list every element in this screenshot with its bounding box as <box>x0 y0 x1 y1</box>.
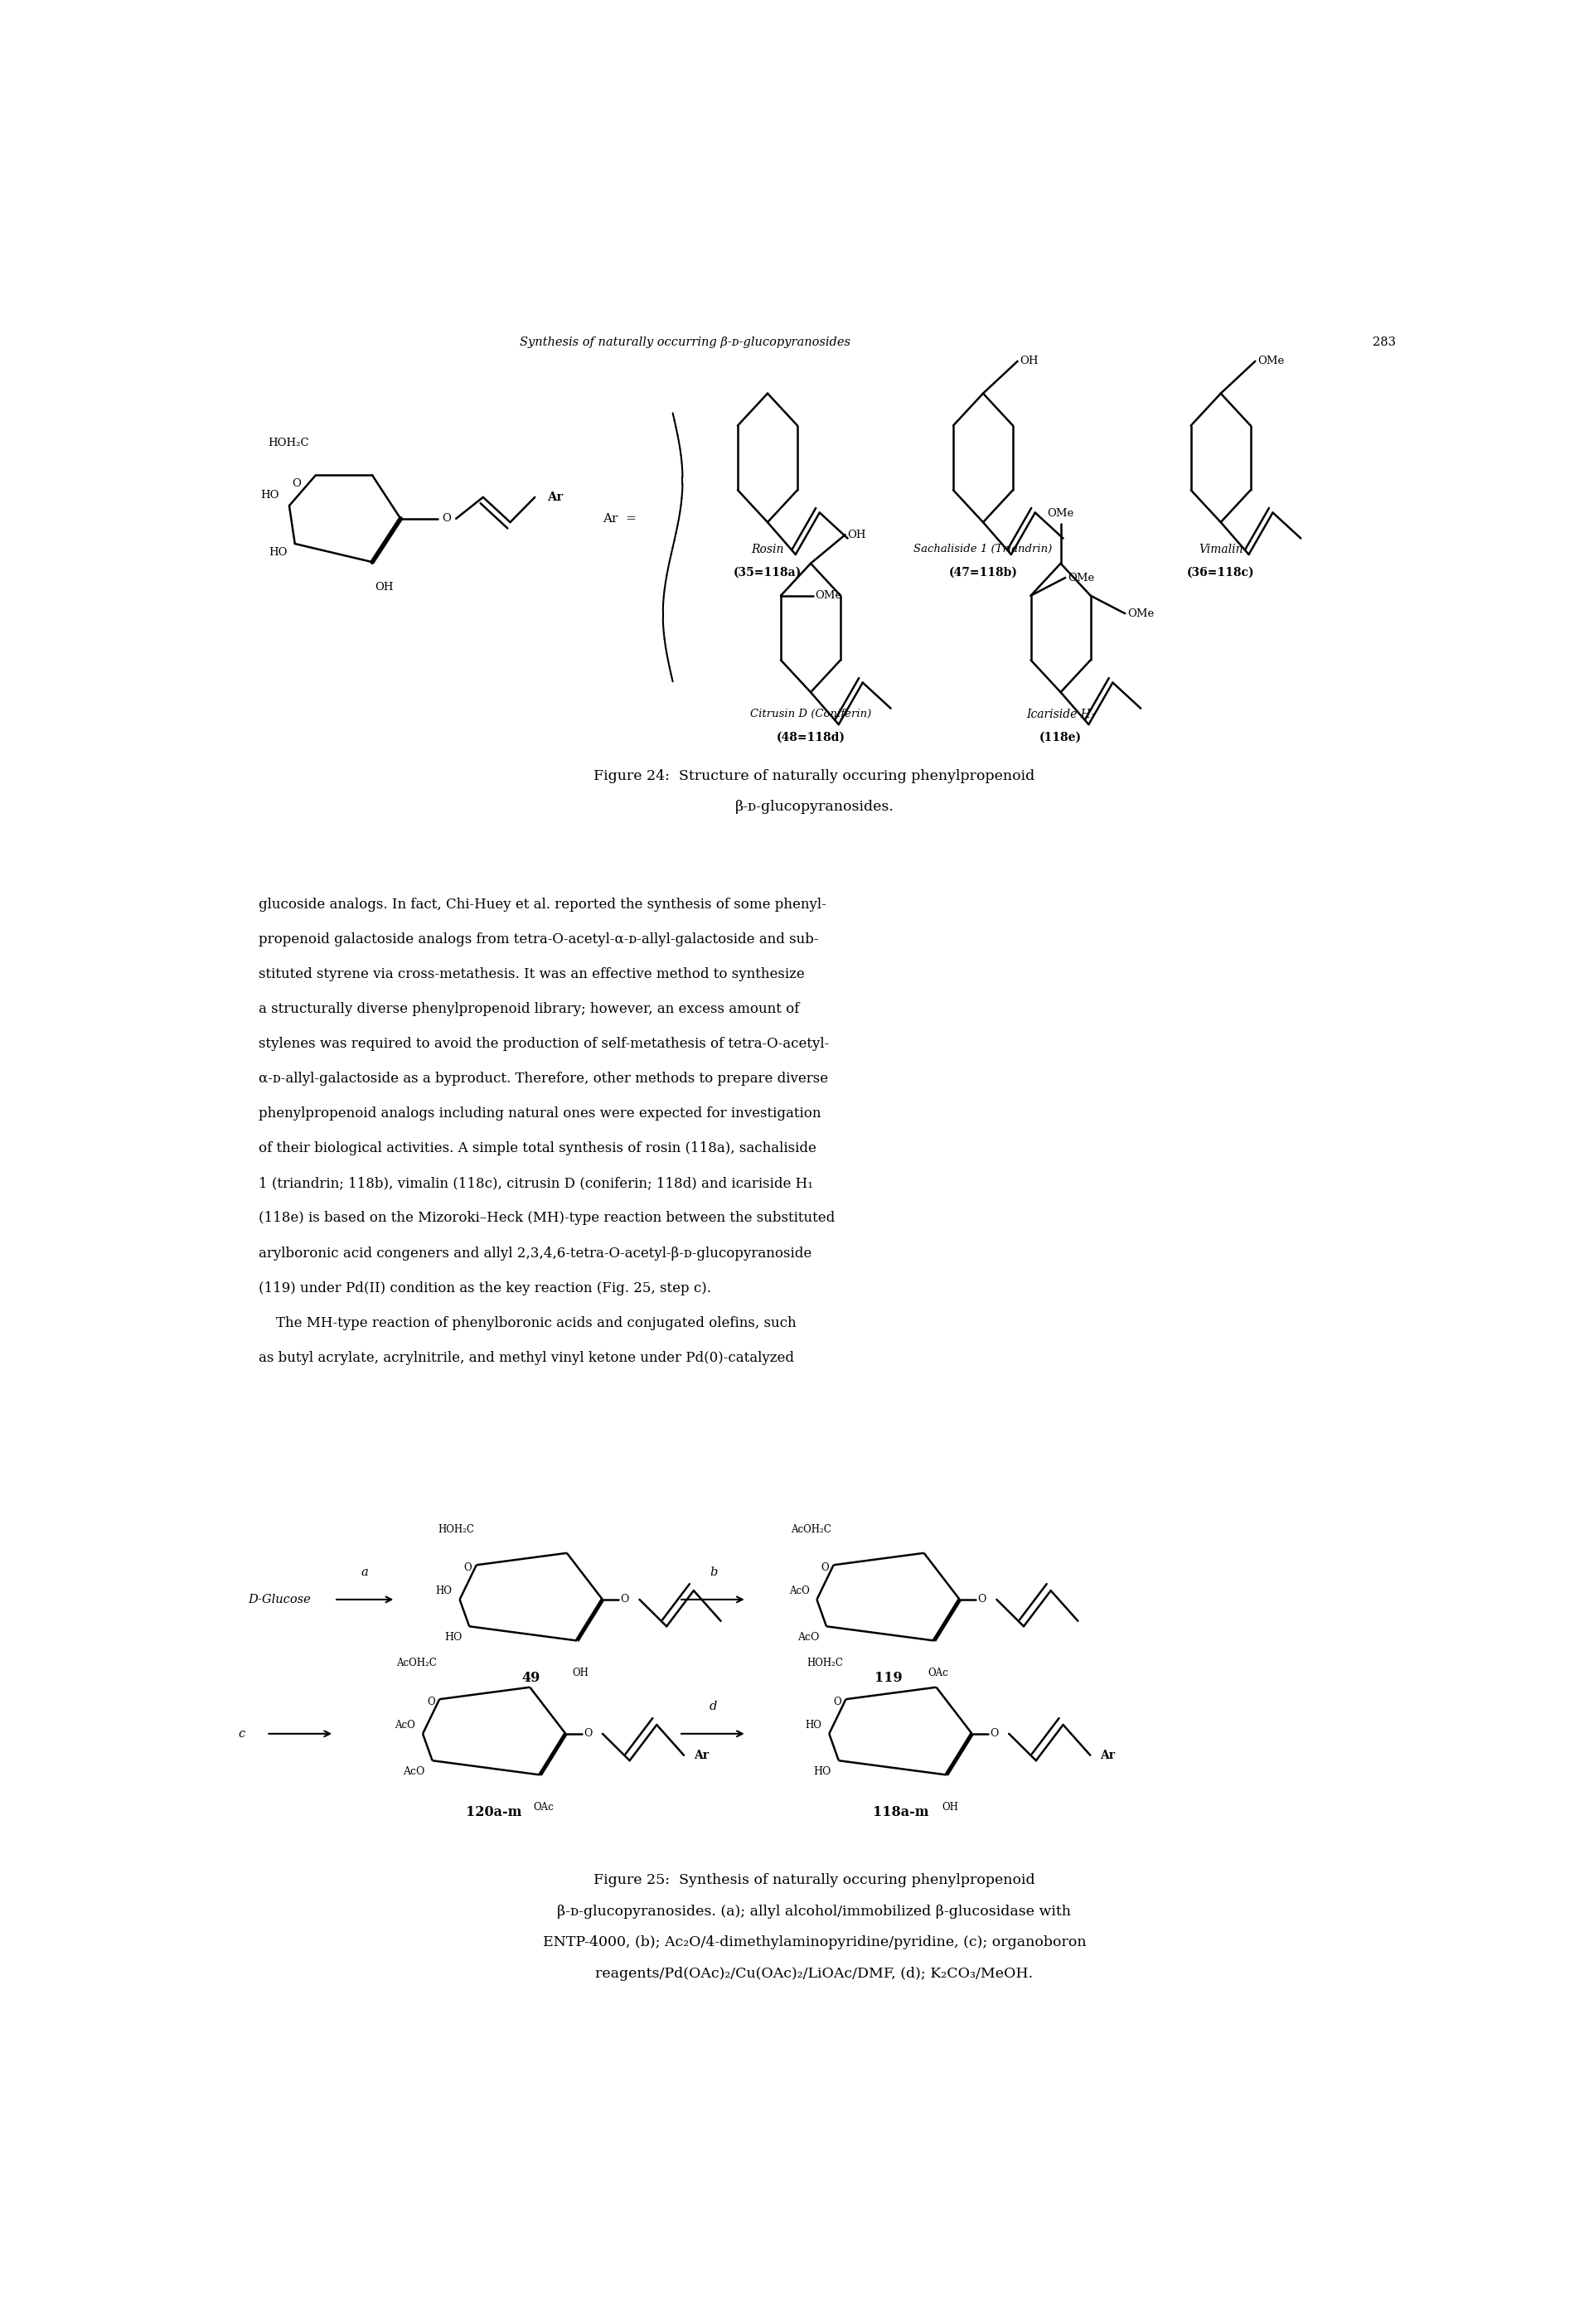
Text: D-Glucose: D-Glucose <box>248 1594 311 1606</box>
Text: HOH₂C: HOH₂C <box>269 437 310 449</box>
Text: stituted styrene via cross-metathesis. It was an effective method to synthesize: stituted styrene via cross-metathesis. I… <box>259 967 804 981</box>
Text: OH: OH <box>942 1801 958 1813</box>
Text: Ar: Ar <box>694 1750 709 1762</box>
Text: OMe: OMe <box>1068 572 1095 583</box>
Text: β-ᴅ-glucopyranosides.: β-ᴅ-glucopyranosides. <box>734 799 895 813</box>
Text: (36=118c): (36=118c) <box>1187 567 1255 579</box>
Text: propenoid galactoside analogs from tetra-Ο-acetyl-α-ᴅ-allyl-galactoside and sub-: propenoid galactoside analogs from tetra… <box>259 932 818 946</box>
Text: (48=118d): (48=118d) <box>777 732 845 744</box>
Text: glucoside analogs. In fact, Chi-Huey et al. reported the synthesis of some pheny: glucoside analogs. In fact, Chi-Huey et … <box>259 897 826 911</box>
Text: phenylpropenoid analogs including natural ones were expected for investigation: phenylpropenoid analogs including natura… <box>259 1106 822 1120</box>
Text: OH: OH <box>1020 356 1039 367</box>
Text: 119: 119 <box>874 1671 903 1685</box>
Text: HOH₂C: HOH₂C <box>807 1657 844 1669</box>
Text: of their biological activities. A simple total synthesis of rosin (118a), sachal: of their biological activities. A simple… <box>259 1141 817 1155</box>
Text: HO: HO <box>261 490 280 500</box>
Text: HOH₂C: HOH₂C <box>437 1525 474 1534</box>
Text: HO: HO <box>435 1585 453 1597</box>
Text: (118e): (118e) <box>1039 732 1082 744</box>
Text: O: O <box>464 1562 472 1573</box>
Text: 120a-m: 120a-m <box>466 1806 523 1820</box>
Text: O: O <box>822 1562 829 1573</box>
Text: OMe: OMe <box>1258 356 1284 367</box>
Text: O: O <box>292 479 300 488</box>
Text: AcO: AcO <box>798 1631 818 1643</box>
Text: O: O <box>442 514 451 523</box>
Text: stylenes was required to avoid the production of self-metathesis of tetra-Ο-acet: stylenes was required to avoid the produ… <box>259 1037 829 1050</box>
Text: ENTP-4000, (b); Ac₂O/4-dimethylaminopyridine/pyridine, (c); organoboron: ENTP-4000, (b); Ac₂O/4-dimethylaminopyri… <box>542 1936 1087 1950</box>
Text: Rosin: Rosin <box>752 544 783 555</box>
Text: b: b <box>710 1566 717 1578</box>
Text: 49: 49 <box>521 1671 540 1685</box>
Text: Ar: Ar <box>1100 1750 1115 1762</box>
Text: AcO: AcO <box>788 1585 809 1597</box>
Text: OAc: OAc <box>534 1801 555 1813</box>
Text: AcO: AcO <box>404 1766 424 1776</box>
Text: c: c <box>238 1729 245 1741</box>
Text: (119) under Pd(II) condition as the key reaction (Fig. 25, step c).: (119) under Pd(II) condition as the key … <box>259 1281 710 1294</box>
Text: O: O <box>620 1594 629 1606</box>
Text: a structurally diverse phenylpropenoid library; however, an excess amount of: a structurally diverse phenylpropenoid l… <box>259 1002 799 1016</box>
Text: a: a <box>361 1566 369 1578</box>
Text: OMe: OMe <box>1128 609 1154 618</box>
Text: α-ᴅ-allyl-galactoside as a byproduct. Therefore, other methods to prepare divers: α-ᴅ-allyl-galactoside as a byproduct. Th… <box>259 1071 828 1085</box>
Text: as butyl acrylate, acrylnitrile, and methyl vinyl ketone under Pd(0)-catalyzed: as butyl acrylate, acrylnitrile, and met… <box>259 1350 794 1364</box>
Text: Ar: Ar <box>547 490 563 502</box>
Text: OH: OH <box>847 530 866 539</box>
Text: O: O <box>583 1729 593 1738</box>
Text: AcO: AcO <box>394 1720 415 1729</box>
Text: OAc: OAc <box>928 1669 949 1678</box>
Text: 118a-m: 118a-m <box>872 1806 928 1820</box>
Text: (35=118a): (35=118a) <box>734 567 802 579</box>
Text: arylboronic acid congeners and allyl 2,3,4,6-tetra-Ο-acetyl-β-ᴅ-glucopyranoside: arylboronic acid congeners and allyl 2,3… <box>259 1246 812 1260</box>
Text: OMe: OMe <box>1047 509 1074 518</box>
Text: OH: OH <box>572 1669 590 1678</box>
Text: Icariside H₁: Icariside H₁ <box>1026 709 1095 720</box>
Text: (118e) is based on the Mizoroki–Heck (MH)-type reaction between the substituted: (118e) is based on the Mizoroki–Heck (MH… <box>259 1211 834 1225</box>
Text: HO: HO <box>445 1631 462 1643</box>
Text: O: O <box>834 1697 842 1708</box>
Text: O: O <box>427 1697 435 1708</box>
Text: d: d <box>710 1701 717 1713</box>
Text: HO: HO <box>814 1766 831 1776</box>
Text: AcOH₂C: AcOH₂C <box>791 1525 831 1534</box>
Text: β-ᴅ-glucopyranosides. (a); allyl alcohol/immobilized β-glucosidase with: β-ᴅ-glucopyranosides. (a); allyl alcohol… <box>558 1903 1071 1917</box>
Text: OH: OH <box>375 581 394 593</box>
Text: Figure 24:  Structure of naturally occuring phenylpropenoid: Figure 24: Structure of naturally occuri… <box>594 769 1034 783</box>
Text: (47=118b): (47=118b) <box>949 567 1017 579</box>
Text: Ar  =: Ar = <box>602 514 637 525</box>
Text: The MH-type reaction of phenylboronic acids and conjugated olefins, such: The MH-type reaction of phenylboronic ac… <box>259 1315 796 1329</box>
Text: HO: HO <box>806 1720 822 1729</box>
Text: 283: 283 <box>1373 337 1395 349</box>
Text: O: O <box>977 1594 987 1606</box>
Text: AcOH₂C: AcOH₂C <box>397 1657 437 1669</box>
Text: O: O <box>990 1729 998 1738</box>
Text: Sachaliside 1 (Triandrin): Sachaliside 1 (Triandrin) <box>914 544 1052 555</box>
Text: OMe: OMe <box>815 590 842 602</box>
Text: Vimalin: Vimalin <box>1198 544 1243 555</box>
Text: Figure 25:  Synthesis of naturally occuring phenylpropenoid: Figure 25: Synthesis of naturally occuri… <box>594 1873 1034 1887</box>
Text: Synthesis of naturally occurring β-ᴅ-glucopyranosides: Synthesis of naturally occurring β-ᴅ-glu… <box>520 337 850 349</box>
Text: reagents/Pd(OAc)₂/Cu(OAc)₂/LiOAc/DMF, (d); K₂CO₃/MeOH.: reagents/Pd(OAc)₂/Cu(OAc)₂/LiOAc/DMF, (d… <box>596 1966 1033 1980</box>
Text: 1 (triandrin; 118b), vimalin (118c), citrusin D (coniferin; 118d) and icariside : 1 (triandrin; 118b), vimalin (118c), cit… <box>259 1176 814 1190</box>
Text: HO: HO <box>269 546 288 558</box>
Text: Citrusin D (Coniferin): Citrusin D (Coniferin) <box>750 709 871 718</box>
